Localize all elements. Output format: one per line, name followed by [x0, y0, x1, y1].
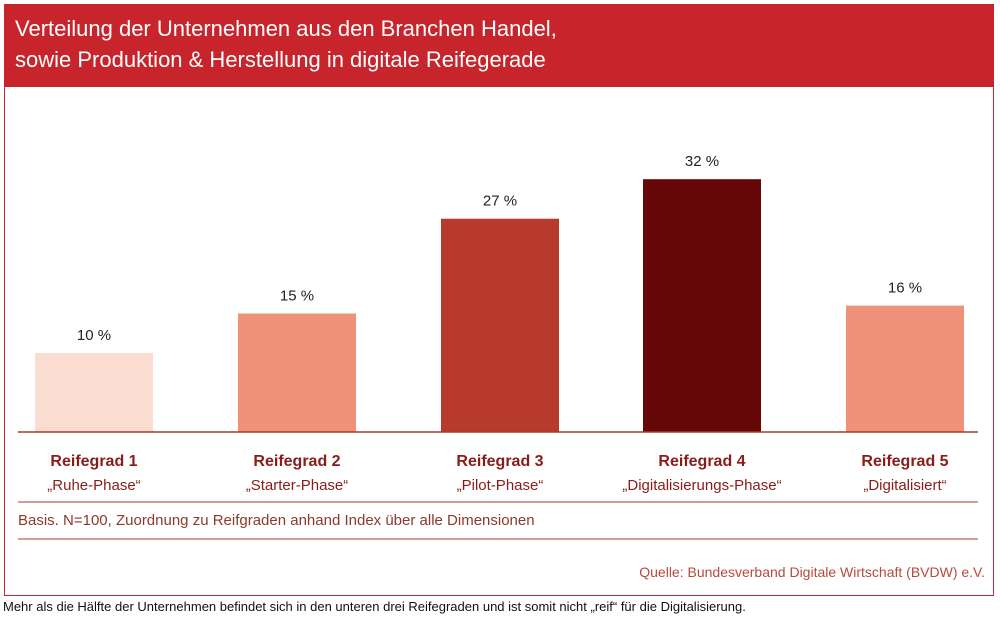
data-label-2: 15 % — [280, 288, 314, 305]
data-label-1: 10 % — [77, 327, 111, 344]
data-label-5: 16 % — [888, 280, 922, 297]
image-caption: Mehr als die Hälfte der Unternehmen befi… — [3, 599, 746, 614]
chart-title-line-1: Verteilung der Unternehmen aus den Branc… — [15, 16, 557, 41]
bar-5 — [846, 305, 964, 432]
phase-label-2: „Starter-Phase“ — [246, 477, 349, 494]
data-label-3: 27 % — [483, 193, 517, 210]
category-label-1: Reifegrad 1 — [50, 453, 137, 470]
bar-2 — [238, 313, 356, 432]
phase-label-1: „Ruhe-Phase“ — [47, 477, 140, 494]
chart-title-line-2: sowie Produktion & Herstellung in digita… — [15, 47, 546, 72]
bar-3 — [441, 218, 559, 432]
category-label-2: Reifegrad 2 — [253, 453, 340, 470]
phase-label-3: „Pilot-Phase“ — [457, 477, 544, 494]
chart-title: Verteilung der Unternehmen aus den Branc… — [15, 13, 983, 75]
data-label-4: 32 % — [685, 153, 719, 170]
phase-label-5: „Digitalisiert“ — [863, 477, 946, 494]
source-note: Quelle: Bundesverband Digitale Wirtschaf… — [639, 564, 985, 580]
category-label-5: Reifegrad 5 — [861, 453, 948, 470]
bar-1 — [35, 353, 153, 432]
category-label-4: Reifegrad 4 — [658, 453, 745, 470]
bar-4 — [643, 179, 761, 432]
chart-frame: Verteilung der Unternehmen aus den Branc… — [4, 4, 994, 596]
chart-header: Verteilung der Unternehmen aus den Branc… — [5, 5, 993, 87]
phase-label-4: „Digitalisierungs-Phase“ — [622, 477, 781, 494]
category-label-3: Reifegrad 3 — [456, 453, 543, 470]
basis-note: Basis. N=100, Zuordnung zu Reifgraden an… — [18, 512, 535, 529]
